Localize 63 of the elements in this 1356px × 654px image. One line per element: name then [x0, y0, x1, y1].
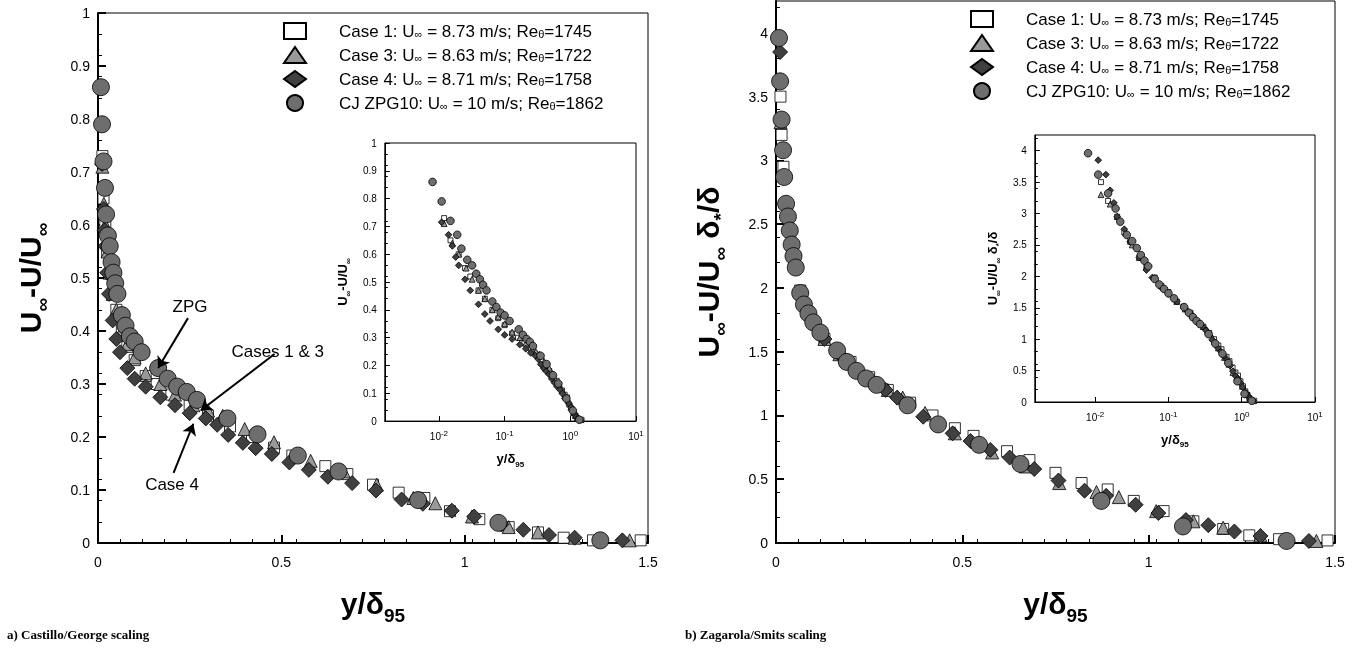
y-tick-label: 0.5 — [362, 276, 378, 288]
x-tick-label: 1 — [460, 553, 469, 570]
x-tick-label: 0 — [94, 553, 103, 570]
y-tick-label: 0 — [1021, 396, 1028, 408]
y-tick-label: 0.7 — [362, 220, 378, 232]
x-tick-label: 1 — [1144, 553, 1153, 570]
y-tick-label: 1 — [371, 137, 378, 149]
y-tick-label: 3.5 — [748, 88, 769, 105]
legend-label: CJ ZPG10: U∞ = 10 m/s; Reθ=1862 — [1026, 81, 1291, 101]
y-tick-label: 4 — [1021, 145, 1028, 157]
legend-label: Case 3: U∞ = 8.63 m/s; Reθ=1722 — [339, 45, 593, 65]
y-tick-label: 0.4 — [70, 323, 91, 339]
y-tick-label: 0.9 — [70, 58, 91, 74]
y-axis-title: U∞-U/U∞ δ*/δ — [985, 231, 1003, 306]
x-tick-label: 0.5 — [271, 553, 292, 570]
y-tick-label: 0.5 — [748, 471, 769, 488]
y-tick-label: 0.4 — [362, 304, 378, 316]
legend-label: CJ ZPG10: U∞ = 10 m/s; Reθ=1862 — [339, 93, 604, 113]
y-tick-label: 0 — [760, 535, 769, 551]
y-tick-label: 0.5 — [1012, 365, 1028, 377]
x-tick-label: 0.5 — [952, 553, 973, 570]
y-tick-label: 0.2 — [70, 429, 91, 445]
text: a) Castillo/George scaling — [7, 627, 150, 642]
y-tick-label: 3 — [760, 152, 769, 169]
y-tick-label: 2.5 — [1012, 239, 1028, 251]
y-tick-label: 3.5 — [1012, 176, 1028, 188]
y-tick-label: 2 — [760, 279, 769, 296]
y-tick-label: 1 — [82, 5, 91, 21]
y-tick-label: 2.5 — [748, 216, 769, 233]
y-tick-label: 0.6 — [362, 248, 378, 260]
annotation: Cases 1 & 3 — [231, 342, 325, 362]
legend-label: Case 4: U∞ = 8.71 m/s; Reθ=1758 — [1026, 57, 1280, 77]
x-tick-label: 1.5 — [638, 553, 658, 570]
y-tick-label: 0.3 — [362, 332, 378, 344]
y-tick-label: 0.1 — [362, 387, 378, 399]
legend-label: Case 1: U∞ = 8.73 m/s; Reθ=1745 — [339, 21, 593, 41]
y-tick-label: 2 — [1021, 270, 1028, 282]
x-tick-label: 0 — [772, 553, 781, 570]
legend-label: Case 3: U∞ = 8.63 m/s; Reθ=1722 — [1026, 33, 1280, 53]
y-axis-title: U∞-U/U∞ — [335, 258, 353, 306]
y-tick-label: 1.5 — [1012, 302, 1028, 314]
y-tick-label: 0.3 — [70, 376, 91, 392]
y-tick-label: 0.8 — [362, 193, 378, 205]
x-tick-label: 1.5 — [1325, 553, 1345, 570]
text: b) Zagarola/Smits scaling — [685, 627, 827, 642]
y-axis-title: U∞-U/U∞ δ*/δ — [691, 186, 731, 358]
y-tick-label: 3 — [1021, 208, 1028, 220]
y-tick-label: 0.7 — [70, 164, 91, 180]
y-tick-label: 0.2 — [362, 359, 378, 371]
y-tick-label: 0.5 — [70, 270, 91, 286]
y-tick-label: 1 — [1021, 333, 1028, 345]
y-tick-label: 4 — [760, 24, 769, 41]
y-tick-label: 0.8 — [70, 111, 91, 127]
y-tick-label: 0 — [82, 535, 91, 551]
annotation: Case 4 — [145, 475, 200, 495]
y-tick-label: 0.1 — [70, 482, 91, 498]
y-tick-label: 0.6 — [70, 217, 91, 233]
y-axis-title: U∞-U/U∞ — [13, 222, 53, 334]
annotation: ZPG — [172, 296, 208, 316]
legend-label: Case 4: U∞ = 8.71 m/s; Reθ=1758 — [339, 69, 593, 89]
y-tick-label: 1.5 — [748, 343, 769, 360]
legend-label: Case 1: U∞ = 8.73 m/s; Reθ=1745 — [1026, 9, 1280, 29]
y-tick-label: 0.9 — [362, 165, 378, 177]
